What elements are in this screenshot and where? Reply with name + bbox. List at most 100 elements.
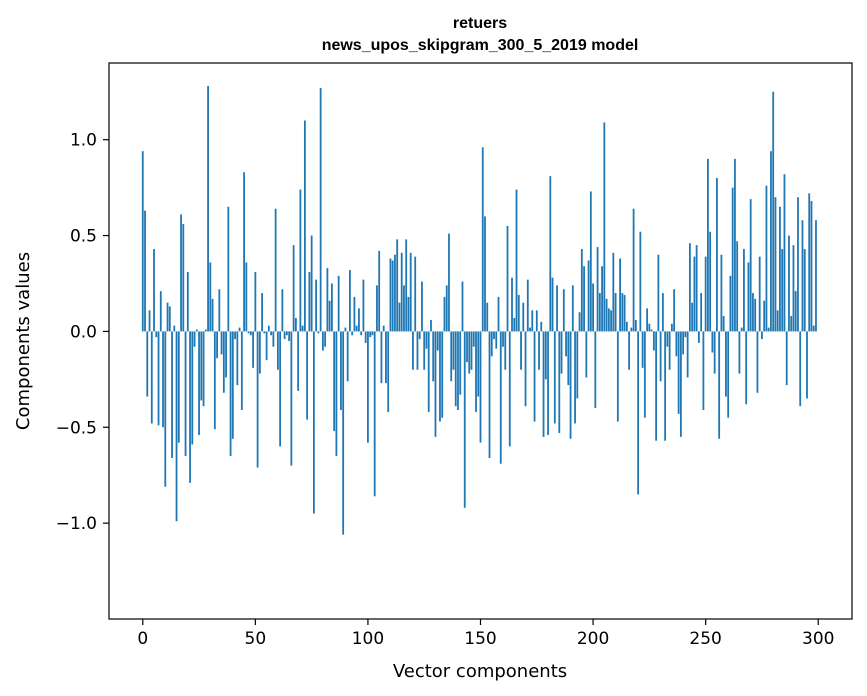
bar [520, 331, 522, 370]
bar [211, 298, 214, 332]
bar [400, 252, 403, 332]
bar [630, 327, 633, 332]
bar [349, 270, 351, 332]
bar [713, 331, 716, 374]
bar [481, 147, 484, 332]
bar [418, 331, 421, 340]
bar [810, 201, 813, 332]
bar [794, 291, 797, 332]
bar [272, 331, 275, 347]
bar [200, 331, 203, 401]
bar [434, 331, 437, 437]
bar [691, 302, 694, 332]
bar [333, 331, 336, 432]
bar [495, 331, 498, 349]
y-axis-label: Components values [13, 252, 34, 430]
bar [621, 293, 624, 332]
bar [493, 331, 495, 340]
bar [770, 151, 772, 332]
bar [747, 262, 750, 332]
bar [238, 327, 241, 332]
bar [389, 258, 392, 332]
bar [574, 331, 576, 424]
bar [326, 268, 329, 332]
bar [267, 325, 270, 332]
bar [540, 321, 543, 332]
bar [533, 331, 536, 422]
chart-title: retuers [453, 15, 507, 32]
bar [695, 245, 698, 332]
bar [734, 158, 736, 332]
bar [531, 310, 534, 332]
bar [294, 317, 297, 332]
bar [641, 331, 644, 368]
bar [321, 331, 324, 351]
bar [549, 176, 552, 332]
bar [668, 331, 671, 370]
bar [538, 331, 540, 370]
bar [677, 331, 680, 414]
bar [682, 331, 685, 355]
bar [763, 300, 766, 332]
bar [148, 310, 151, 332]
bar [292, 245, 295, 332]
bar [227, 206, 230, 332]
bar [797, 197, 799, 332]
bar [752, 293, 754, 332]
bar [461, 281, 464, 332]
bar [252, 331, 254, 368]
bar [497, 296, 500, 332]
bar [207, 86, 209, 332]
bar [790, 316, 793, 332]
bar [416, 331, 419, 370]
bar [504, 331, 507, 370]
bar [542, 331, 545, 437]
bar [328, 300, 331, 332]
bar [299, 189, 302, 332]
bar [502, 331, 504, 347]
bar [281, 289, 284, 332]
bar [373, 331, 376, 497]
bar [236, 331, 239, 386]
bar [583, 266, 585, 332]
bar [475, 331, 477, 412]
bar [684, 331, 687, 338]
bar [558, 331, 561, 434]
y-axis: −1.0 −0.5 0.0 0.5 1.0 [56, 131, 109, 534]
bar [720, 254, 723, 332]
bar [459, 331, 462, 395]
bar [234, 331, 236, 340]
bar [553, 331, 556, 424]
bar [337, 275, 340, 332]
bar [198, 331, 200, 435]
bar [358, 308, 360, 332]
bar [310, 235, 313, 332]
bar [675, 331, 678, 357]
bar [231, 331, 234, 439]
bar [612, 252, 615, 332]
bar [396, 239, 399, 332]
bar [312, 331, 315, 514]
bar [698, 331, 700, 343]
bar [812, 325, 815, 332]
bar [601, 266, 603, 332]
bar [369, 331, 372, 338]
bar [371, 331, 374, 336]
bar [603, 122, 606, 332]
bar [254, 271, 257, 332]
bar-series [141, 86, 817, 535]
bar [202, 331, 205, 407]
bar [454, 331, 457, 407]
bar [743, 248, 745, 332]
y-tick-label: −1.0 [56, 514, 97, 534]
bar [414, 256, 417, 332]
bar [576, 331, 579, 399]
bar [661, 293, 664, 332]
bar [376, 285, 378, 332]
bar [180, 214, 182, 332]
bar [659, 331, 662, 382]
bar [421, 281, 423, 332]
bar [774, 197, 777, 332]
bar [427, 331, 430, 412]
y-tick-label: 0.5 [70, 227, 97, 247]
